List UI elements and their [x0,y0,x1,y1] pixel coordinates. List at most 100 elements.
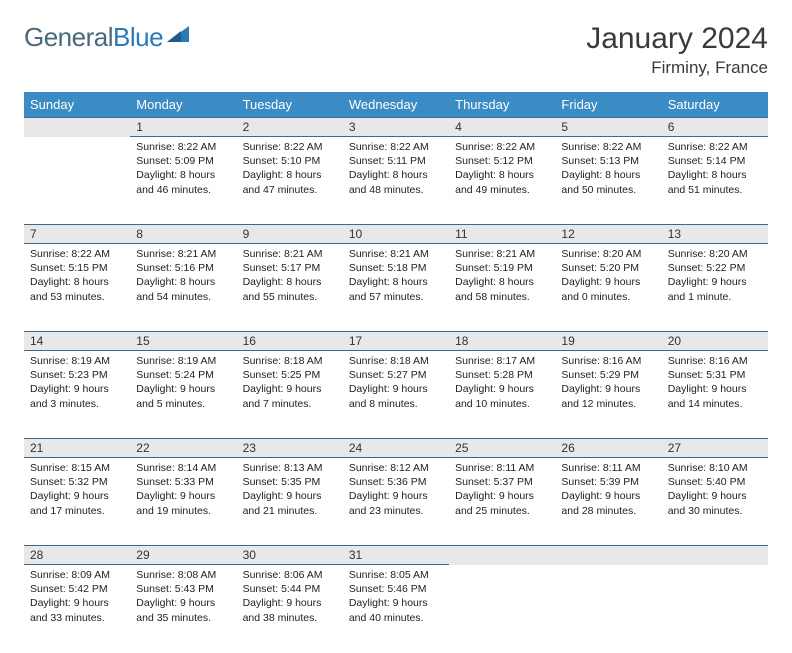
weekday-header: Friday [555,92,661,118]
day-number: 11 [449,225,555,243]
day-number: 28 [24,546,130,564]
day-number-cell: 24 [343,439,449,458]
day-number: 22 [130,439,236,457]
day-number: 17 [343,332,449,350]
day-number: 23 [237,439,343,457]
day-info: Sunrise: 8:18 AMSunset: 5:25 PMDaylight:… [237,351,343,415]
day-info: Sunrise: 8:21 AMSunset: 5:16 PMDaylight:… [130,244,236,308]
day-cell: Sunrise: 8:20 AMSunset: 5:20 PMDaylight:… [555,244,661,332]
day-cell: Sunrise: 8:22 AMSunset: 5:13 PMDaylight:… [555,137,661,225]
day-cell: Sunrise: 8:19 AMSunset: 5:23 PMDaylight:… [24,351,130,439]
day-number: 8 [130,225,236,243]
calendar-table: SundayMondayTuesdayWednesdayThursdayFrid… [24,92,768,653]
day-number-cell: 4 [449,118,555,137]
day-info: Sunrise: 8:10 AMSunset: 5:40 PMDaylight:… [662,458,768,522]
logo: GeneralBlue [24,22,189,53]
day-cell: Sunrise: 8:20 AMSunset: 5:22 PMDaylight:… [662,244,768,332]
day-cell: Sunrise: 8:18 AMSunset: 5:25 PMDaylight:… [237,351,343,439]
day-number-row: 78910111213 [24,225,768,244]
logo-text: GeneralBlue [24,22,163,53]
day-cell: Sunrise: 8:21 AMSunset: 5:17 PMDaylight:… [237,244,343,332]
day-number-cell: 28 [24,546,130,565]
day-number: 3 [343,118,449,136]
day-number-cell: 20 [662,332,768,351]
day-info: Sunrise: 8:17 AMSunset: 5:28 PMDaylight:… [449,351,555,415]
day-cell: Sunrise: 8:15 AMSunset: 5:32 PMDaylight:… [24,458,130,546]
day-number-cell: 30 [237,546,343,565]
day-info: Sunrise: 8:20 AMSunset: 5:22 PMDaylight:… [662,244,768,308]
day-number-cell: 21 [24,439,130,458]
day-cell: Sunrise: 8:13 AMSunset: 5:35 PMDaylight:… [237,458,343,546]
day-info: Sunrise: 8:05 AMSunset: 5:46 PMDaylight:… [343,565,449,629]
day-number-cell: 8 [130,225,236,244]
day-cell: Sunrise: 8:09 AMSunset: 5:42 PMDaylight:… [24,565,130,653]
day-info: Sunrise: 8:16 AMSunset: 5:29 PMDaylight:… [555,351,661,415]
day-cell: Sunrise: 8:11 AMSunset: 5:39 PMDaylight:… [555,458,661,546]
day-info: Sunrise: 8:08 AMSunset: 5:43 PMDaylight:… [130,565,236,629]
empty-cell [662,565,768,653]
day-number: 4 [449,118,555,136]
day-cell: Sunrise: 8:12 AMSunset: 5:36 PMDaylight:… [343,458,449,546]
day-number: 16 [237,332,343,350]
day-cell: Sunrise: 8:10 AMSunset: 5:40 PMDaylight:… [662,458,768,546]
day-number-cell: 7 [24,225,130,244]
day-cell: Sunrise: 8:05 AMSunset: 5:46 PMDaylight:… [343,565,449,653]
day-number: 15 [130,332,236,350]
day-cell: Sunrise: 8:21 AMSunset: 5:16 PMDaylight:… [130,244,236,332]
empty-cell [24,118,130,137]
day-number-cell: 19 [555,332,661,351]
day-cell: Sunrise: 8:21 AMSunset: 5:18 PMDaylight:… [343,244,449,332]
day-number-row: 123456 [24,118,768,137]
weekday-header: Monday [130,92,236,118]
empty-cell [662,546,768,565]
day-cell: Sunrise: 8:16 AMSunset: 5:31 PMDaylight:… [662,351,768,439]
day-number-cell: 2 [237,118,343,137]
day-number-cell: 25 [449,439,555,458]
day-info: Sunrise: 8:15 AMSunset: 5:32 PMDaylight:… [24,458,130,522]
day-number-cell: 3 [343,118,449,137]
day-number-row: 28293031 [24,546,768,565]
logo-triangle-icon [167,24,189,47]
day-number: 21 [24,439,130,457]
day-number: 31 [343,546,449,564]
day-info: Sunrise: 8:16 AMSunset: 5:31 PMDaylight:… [662,351,768,415]
day-cell: Sunrise: 8:22 AMSunset: 5:12 PMDaylight:… [449,137,555,225]
day-number: 9 [237,225,343,243]
day-cell: Sunrise: 8:22 AMSunset: 5:15 PMDaylight:… [24,244,130,332]
day-number-cell: 16 [237,332,343,351]
day-info: Sunrise: 8:19 AMSunset: 5:23 PMDaylight:… [24,351,130,415]
day-number: 30 [237,546,343,564]
day-number: 2 [237,118,343,136]
day-number-cell: 27 [662,439,768,458]
day-content-row: Sunrise: 8:22 AMSunset: 5:09 PMDaylight:… [24,137,768,225]
day-number: 27 [662,439,768,457]
day-number-cell: 1 [130,118,236,137]
title-block: January 2024 Firminy, France [586,22,768,78]
day-content-row: Sunrise: 8:19 AMSunset: 5:23 PMDaylight:… [24,351,768,439]
weekday-header: Tuesday [237,92,343,118]
day-info: Sunrise: 8:22 AMSunset: 5:13 PMDaylight:… [555,137,661,201]
empty-cell [555,546,661,565]
day-number: 19 [555,332,661,350]
day-number-row: 14151617181920 [24,332,768,351]
day-info: Sunrise: 8:06 AMSunset: 5:44 PMDaylight:… [237,565,343,629]
day-number: 24 [343,439,449,457]
day-number: 29 [130,546,236,564]
day-info: Sunrise: 8:22 AMSunset: 5:10 PMDaylight:… [237,137,343,201]
empty-cell [449,565,555,653]
day-number: 5 [555,118,661,136]
day-cell: Sunrise: 8:11 AMSunset: 5:37 PMDaylight:… [449,458,555,546]
day-number-row: 21222324252627 [24,439,768,458]
day-cell: Sunrise: 8:22 AMSunset: 5:14 PMDaylight:… [662,137,768,225]
day-content-row: Sunrise: 8:15 AMSunset: 5:32 PMDaylight:… [24,458,768,546]
day-number: 10 [343,225,449,243]
day-number-cell: 6 [662,118,768,137]
day-number: 7 [24,225,130,243]
location: Firminy, France [586,58,768,78]
day-cell: Sunrise: 8:21 AMSunset: 5:19 PMDaylight:… [449,244,555,332]
weekday-header: Thursday [449,92,555,118]
logo-part2: Blue [113,22,163,52]
day-number: 1 [130,118,236,136]
day-number: 12 [555,225,661,243]
day-number-cell: 18 [449,332,555,351]
